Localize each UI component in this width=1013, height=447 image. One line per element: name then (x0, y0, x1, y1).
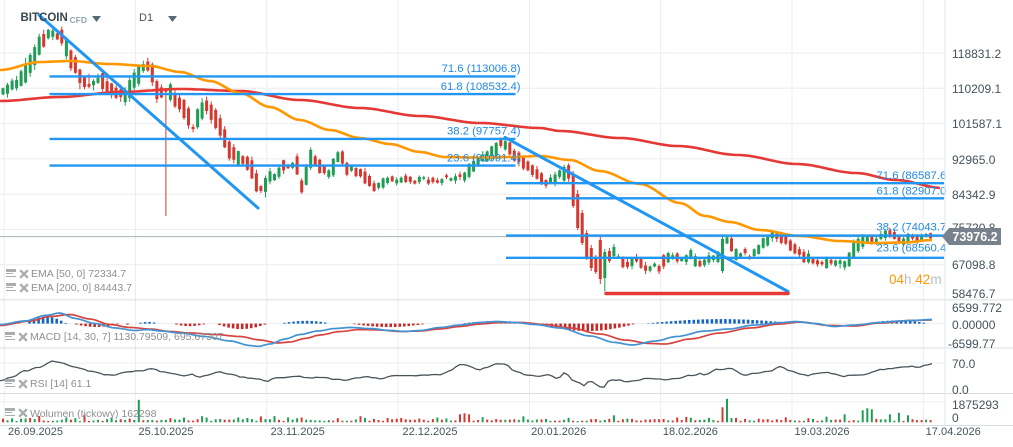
svg-text:61.8 (82907.0: 61.8 (82907.0 (877, 186, 947, 198)
svg-text:71.6 (113006.8): 71.6 (113006.8) (442, 63, 521, 75)
svg-text:61.8 (108532.4): 61.8 (108532.4) (441, 81, 521, 93)
svg-text:23.6 (91091.4): 23.6 (91091.4) (447, 152, 521, 164)
svg-text:38.2 (97757.4): 38.2 (97757.4) (447, 126, 521, 138)
svg-text:38.2 (74043.7: 38.2 (74043.7 (877, 222, 947, 234)
svg-text:73976.2: 73976.2 (952, 230, 997, 244)
svg-text:71.6 (86587.6: 71.6 (86587.6 (877, 170, 947, 182)
svg-text:23.6 (68560.4: 23.6 (68560.4 (877, 243, 947, 255)
